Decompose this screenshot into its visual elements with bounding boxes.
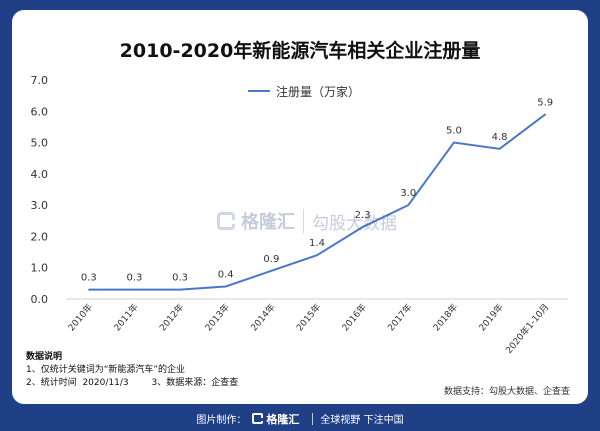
y-tick-label: 5.0 [31,137,49,150]
data-label: 4.8 [492,132,508,143]
chart-title: 2010-2020年新能源汽车相关企业注册量 [119,40,481,62]
notes-title: 数据说明 [26,352,63,362]
footer-brand: 格隆汇 [266,412,300,426]
legend-line-swatch [248,90,270,92]
data-point [270,270,273,272]
note-line-1: 1、仅统计关键词为“新能源汽车”的企业 [26,365,186,375]
data-point [407,204,410,206]
legend-label: 注册量（万家） [276,84,361,99]
footer-divider [312,412,314,425]
series-line [88,113,546,291]
watermark-divider [303,209,304,233]
y-tick-label: 1.0 [31,262,49,275]
data-label: 3.0 [400,188,416,199]
x-tick-label: 2011年 [111,301,141,333]
footer-bar: 图片制作： 格隆汇 全球视野 下注中国 [0,406,600,431]
x-tick-label: 2019年 [476,301,506,333]
y-tick-label: 6.0 [31,105,49,118]
line-chart: 0.0 1.0 2.0 3.0 4.0 5.0 6.0 7.0 2010年 2011年 2012年 2… [31,74,568,356]
data-source: 数据支持：勾股大数据、企查查 [443,387,570,397]
x-tick-label: 2016年 [339,301,369,333]
y-tick-label: 0.0 [31,293,49,306]
data-point [88,288,90,291]
data-point [316,254,318,256]
data-point [453,141,455,144]
x-tick-label: 2020年1-10月 [503,301,552,356]
data-notes: 数据说明 1、仅统计关键词为“新能源汽车”的企业 2、统计时间 2020/11/… [26,351,238,390]
note-line-2: 2、统计时间 2020/11/3 3、数据来源：企查查 [26,378,239,388]
footer-slogan: 全球视野 下注中国 [320,415,404,426]
data-label: 0.3 [127,273,143,284]
chart-card: 2010-2020年新能源汽车相关企业注册量 注册量（万家） 0.0 1.0 2.0… [12,10,588,404]
data-label: 5.9 [537,97,553,108]
x-tick-label: 2015年 [294,301,324,333]
y-tick-label: 2.0 [31,230,49,243]
x-tick-label: 2013年 [202,301,232,333]
footer-logo: 格隆汇 [252,411,299,427]
watermark-brand: 格隆汇 [241,212,295,233]
x-tick-label: 2012年 [157,301,187,333]
gelonghui-footer-icon [252,413,264,424]
x-tick-label: 2018年 [431,301,461,333]
data-label: 2.3 [355,210,371,221]
y-tick-label: 7.0 [31,74,49,87]
chart-legend: 注册量（万家） [248,83,360,99]
x-tick-label: 2017年 [385,301,415,333]
footer-prefix: 图片制作： [196,415,247,426]
data-point [544,113,546,116]
data-point [361,226,364,228]
data-label: 0.4 [218,269,234,280]
gelonghui-logo-icon [217,212,235,230]
data-point [224,285,227,288]
x-tick-label: 2014年 [248,301,278,333]
data-label: 1.4 [309,238,325,249]
data-point [179,288,181,291]
data-label: 0.9 [263,254,279,265]
data-label: 5.0 [446,126,462,137]
y-tick-label: 3.0 [31,199,49,212]
data-label: 0.3 [172,273,188,284]
data-label: 0.3 [81,273,97,284]
data-point [498,148,501,150]
watermark: 格隆汇 勾股大数据 [217,208,397,234]
watermark-partner: 勾股大数据 [312,213,397,234]
y-tick-label: 4.0 [31,168,49,181]
x-tick-label: 2010年 [65,301,95,333]
data-point [133,288,136,291]
